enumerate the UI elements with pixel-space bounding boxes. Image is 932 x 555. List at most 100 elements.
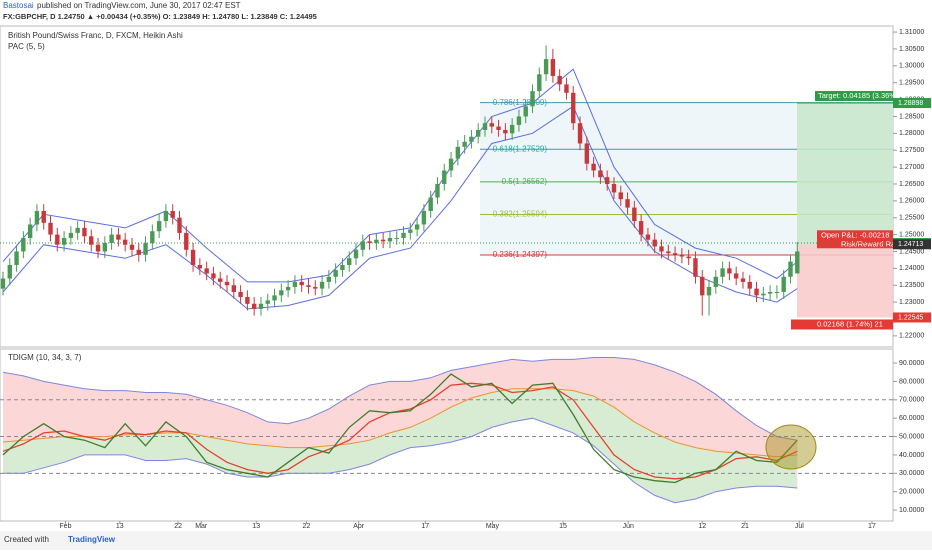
y-tick-label: 40.0000 bbox=[899, 452, 924, 459]
candle-body bbox=[204, 268, 209, 274]
y-tick-label: 1.24500 bbox=[899, 248, 924, 255]
candle-body bbox=[55, 234, 60, 245]
candle-body bbox=[21, 237, 26, 252]
y-tick-label: 1.23500 bbox=[899, 282, 924, 289]
price-marker bbox=[893, 312, 931, 323]
candle-body bbox=[428, 197, 433, 211]
candle-body bbox=[591, 163, 596, 171]
ticker: FX:GBPCHF, D 1.24750 ▲ +0.00434 (+0.35%)… bbox=[3, 12, 317, 21]
candle-body bbox=[211, 273, 216, 279]
candle-body bbox=[727, 268, 732, 274]
candle-body bbox=[279, 290, 284, 296]
x-tick-label: 22 bbox=[174, 523, 182, 530]
candle-body bbox=[306, 285, 311, 287]
publisher[interactable]: Bastosai bbox=[3, 1, 34, 10]
candle-body bbox=[177, 217, 182, 233]
price-marker-label: 1.28898 bbox=[898, 100, 923, 107]
candle-body bbox=[184, 232, 189, 250]
y-tick-label: 1.31000 bbox=[899, 29, 924, 36]
candle-body bbox=[442, 170, 447, 184]
tdi-pane bbox=[0, 348, 894, 522]
candle-body bbox=[218, 278, 223, 282]
candle-body bbox=[380, 239, 386, 242]
indicator-name: PAC (5, 5) bbox=[8, 42, 45, 51]
candle-body bbox=[795, 251, 800, 274]
candle-body bbox=[706, 286, 712, 296]
candle-body bbox=[143, 243, 148, 255]
candle-body bbox=[109, 234, 114, 244]
candle-body bbox=[353, 249, 359, 259]
y-tick-label: 90.0000 bbox=[899, 360, 924, 367]
candle-body bbox=[360, 241, 365, 250]
footer-text: Created with bbox=[4, 535, 49, 544]
x-tick-label: 13 bbox=[116, 523, 124, 530]
tdi-line bbox=[2, 357, 798, 441]
candle-body bbox=[0, 278, 6, 289]
candle-body bbox=[285, 286, 291, 291]
chart-title: British Pound/Swiss Franc, D, FXCM, Heik… bbox=[8, 31, 183, 40]
candle-body bbox=[313, 286, 318, 289]
y-tick-label: 1.29500 bbox=[899, 80, 924, 87]
target-label: Target: 0.04185 (3.36%) 41 bbox=[818, 91, 909, 100]
candle-body bbox=[68, 232, 74, 238]
candle-body bbox=[537, 74, 542, 92]
candle-body bbox=[557, 75, 562, 85]
indicator-name: TDIGM (10, 34, 3, 7) bbox=[8, 353, 82, 362]
candle-body bbox=[686, 256, 691, 259]
x-tick-label: 12 bbox=[698, 523, 706, 530]
footer-brand[interactable]: TradingView bbox=[68, 535, 116, 544]
candle-body bbox=[61, 237, 67, 245]
published: published on TradingView.com, June 30, 2… bbox=[37, 1, 241, 10]
candle-body bbox=[347, 258, 352, 265]
candle-body bbox=[638, 221, 644, 235]
candle-body bbox=[224, 281, 230, 286]
candle-body bbox=[672, 253, 678, 255]
pnl-label: Open P&L: -0.00218 bbox=[821, 230, 889, 239]
candle-body bbox=[387, 237, 393, 242]
candle-body bbox=[27, 224, 33, 238]
y-tick-label: 1.22000 bbox=[899, 333, 924, 340]
y-tick-label: 1.24000 bbox=[899, 265, 924, 272]
fib-label: 0.618(1.27529) bbox=[493, 144, 548, 153]
candle-body bbox=[292, 281, 298, 287]
candle-body bbox=[401, 232, 406, 238]
candle-body bbox=[34, 210, 40, 225]
candle-body bbox=[652, 239, 657, 247]
candle-body bbox=[299, 281, 304, 286]
y-tick-label: 10.0000 bbox=[899, 507, 924, 514]
upper-band-fill bbox=[3, 357, 798, 457]
price-marker bbox=[893, 239, 931, 250]
fib-label: 0.382(1.25594) bbox=[493, 210, 548, 219]
candle-body bbox=[679, 254, 685, 257]
candle-body bbox=[530, 91, 535, 107]
y-tick-label: 1.30000 bbox=[899, 63, 924, 70]
candle-body bbox=[503, 129, 508, 134]
candle-body bbox=[231, 285, 237, 292]
candle-body bbox=[122, 239, 128, 245]
y-tick-label: 1.26000 bbox=[899, 198, 924, 205]
y-tick-label: 1.27500 bbox=[899, 147, 924, 154]
candle-body bbox=[14, 251, 19, 265]
y-tick-label: 1.23000 bbox=[899, 299, 924, 306]
candle-body bbox=[550, 59, 556, 76]
candle-body bbox=[156, 221, 162, 232]
x-tick-label: 17 bbox=[421, 523, 429, 530]
y-tick-label: 70.0000 bbox=[899, 397, 924, 404]
x-tick-label: Jun bbox=[623, 523, 634, 530]
candle-body bbox=[666, 251, 671, 254]
candle-body bbox=[489, 123, 494, 127]
candle-body bbox=[455, 146, 461, 159]
candle-body bbox=[394, 237, 399, 239]
tdi-line bbox=[3, 417, 798, 504]
x-tick-label: 15 bbox=[559, 523, 567, 530]
candle-body bbox=[720, 268, 725, 277]
highlight-circle bbox=[765, 424, 817, 470]
candle-body bbox=[733, 273, 739, 279]
candle-body bbox=[604, 177, 610, 184]
y-tick-label: 1.27000 bbox=[899, 164, 924, 171]
candle-body bbox=[408, 229, 413, 233]
y-tick-label: 1.30500 bbox=[899, 46, 924, 53]
candle-body bbox=[265, 300, 270, 304]
candle-body bbox=[571, 92, 576, 124]
candle-body bbox=[577, 123, 583, 144]
